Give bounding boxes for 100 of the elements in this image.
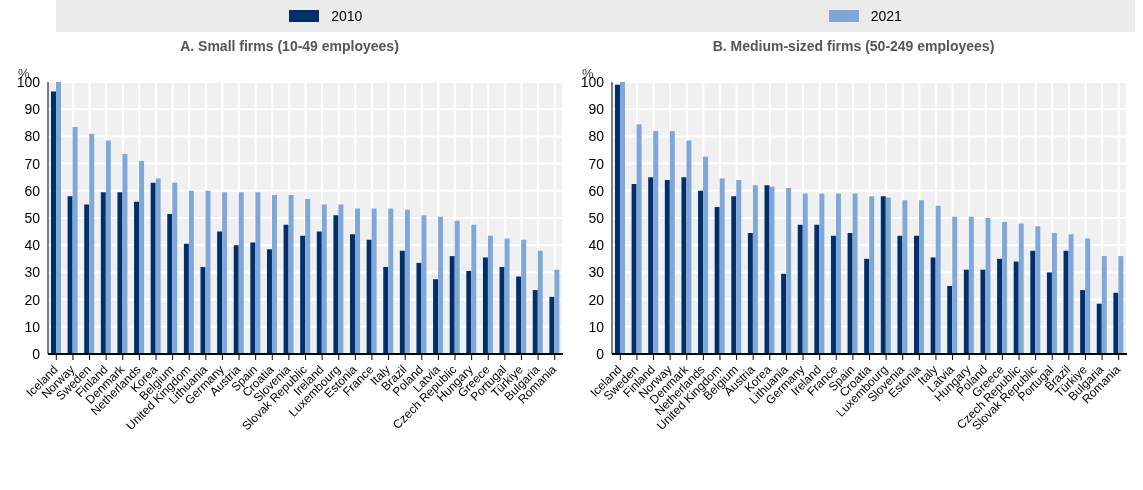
bar	[1113, 292, 1119, 354]
bar	[719, 178, 725, 354]
bar	[830, 235, 836, 354]
bar	[963, 269, 969, 354]
bar	[172, 182, 178, 354]
chart-title: B. Medium-sized firms (50-249 employees)	[711, 38, 996, 56]
bar	[1018, 223, 1024, 354]
bar	[150, 182, 156, 354]
bar	[84, 204, 90, 354]
bar	[1002, 222, 1008, 354]
bar	[238, 192, 244, 354]
bar	[521, 239, 527, 354]
bar	[466, 271, 472, 354]
y-tick-label: 80	[588, 128, 605, 145]
bar	[283, 224, 289, 354]
bar	[797, 224, 803, 354]
bar	[930, 257, 936, 354]
bar	[914, 235, 920, 354]
bar	[1080, 290, 1086, 354]
y-tick-label: 30	[588, 264, 605, 281]
bar	[188, 190, 194, 354]
bar	[980, 269, 986, 354]
bar	[167, 213, 173, 354]
bar	[781, 273, 787, 354]
bar	[736, 179, 742, 354]
bar	[764, 185, 770, 354]
bar	[217, 231, 223, 354]
bar	[487, 235, 493, 354]
bar	[404, 209, 410, 354]
bar	[1051, 232, 1057, 354]
bar	[134, 201, 140, 354]
bar	[819, 193, 825, 354]
bar	[255, 192, 261, 354]
bar	[183, 243, 189, 354]
y-tick-label: 70	[24, 155, 41, 172]
bar	[117, 192, 123, 354]
bar	[532, 290, 538, 354]
bar	[72, 126, 78, 354]
bar	[703, 156, 709, 354]
bar	[1118, 256, 1124, 354]
bar	[305, 198, 311, 354]
bar	[769, 186, 775, 354]
bar	[504, 238, 510, 354]
bar	[648, 177, 654, 354]
y-tick-label: 50	[588, 209, 605, 226]
bar	[752, 185, 758, 354]
bar	[636, 124, 642, 354]
bar	[366, 239, 372, 354]
bar	[698, 190, 704, 354]
legend-label: 2021	[870, 8, 902, 24]
bar	[1101, 256, 1107, 354]
bar	[669, 130, 675, 354]
bar	[233, 245, 239, 354]
bar	[205, 190, 211, 354]
bar	[50, 91, 56, 354]
bar	[947, 286, 953, 354]
bar	[847, 232, 853, 354]
chart-title: A. Small firms (10-49 employees)	[179, 38, 400, 56]
bar	[350, 234, 356, 354]
bar	[952, 216, 958, 354]
bar	[1068, 234, 1074, 354]
bar	[919, 200, 925, 354]
bar	[786, 188, 792, 354]
bar	[471, 224, 477, 354]
bar	[416, 262, 422, 354]
bar	[105, 140, 111, 354]
bar	[499, 266, 505, 354]
bar	[1035, 226, 1041, 354]
bar	[316, 231, 322, 354]
bar	[864, 258, 870, 354]
bar	[985, 218, 991, 354]
bar	[399, 250, 405, 354]
legend-label: 2010	[331, 8, 363, 24]
y-tick-label: 10	[588, 318, 605, 335]
y-tick-label: 60	[24, 182, 41, 199]
bar	[686, 140, 692, 354]
bar	[321, 204, 327, 354]
bar	[266, 249, 272, 354]
bar	[802, 193, 808, 354]
bar	[631, 184, 637, 354]
bar	[1030, 250, 1036, 354]
y-tick-label: 70	[588, 155, 605, 172]
bar	[155, 178, 161, 354]
bar	[1085, 238, 1091, 354]
bar	[852, 193, 858, 354]
bar	[664, 179, 670, 354]
bar	[554, 269, 560, 354]
bar	[653, 130, 659, 354]
y-tick-label: 80	[24, 128, 41, 145]
y-tick-label: 60	[588, 182, 605, 199]
y-tick-label: 40	[24, 237, 41, 254]
y-tick-label: 10	[24, 318, 41, 335]
bar	[200, 266, 206, 354]
y-tick-label: 50	[24, 209, 41, 226]
bar	[388, 208, 394, 354]
bar	[250, 242, 256, 354]
bar	[885, 197, 891, 354]
bar	[438, 216, 444, 354]
y-tick-label: 0	[32, 345, 41, 362]
bar	[100, 192, 106, 354]
